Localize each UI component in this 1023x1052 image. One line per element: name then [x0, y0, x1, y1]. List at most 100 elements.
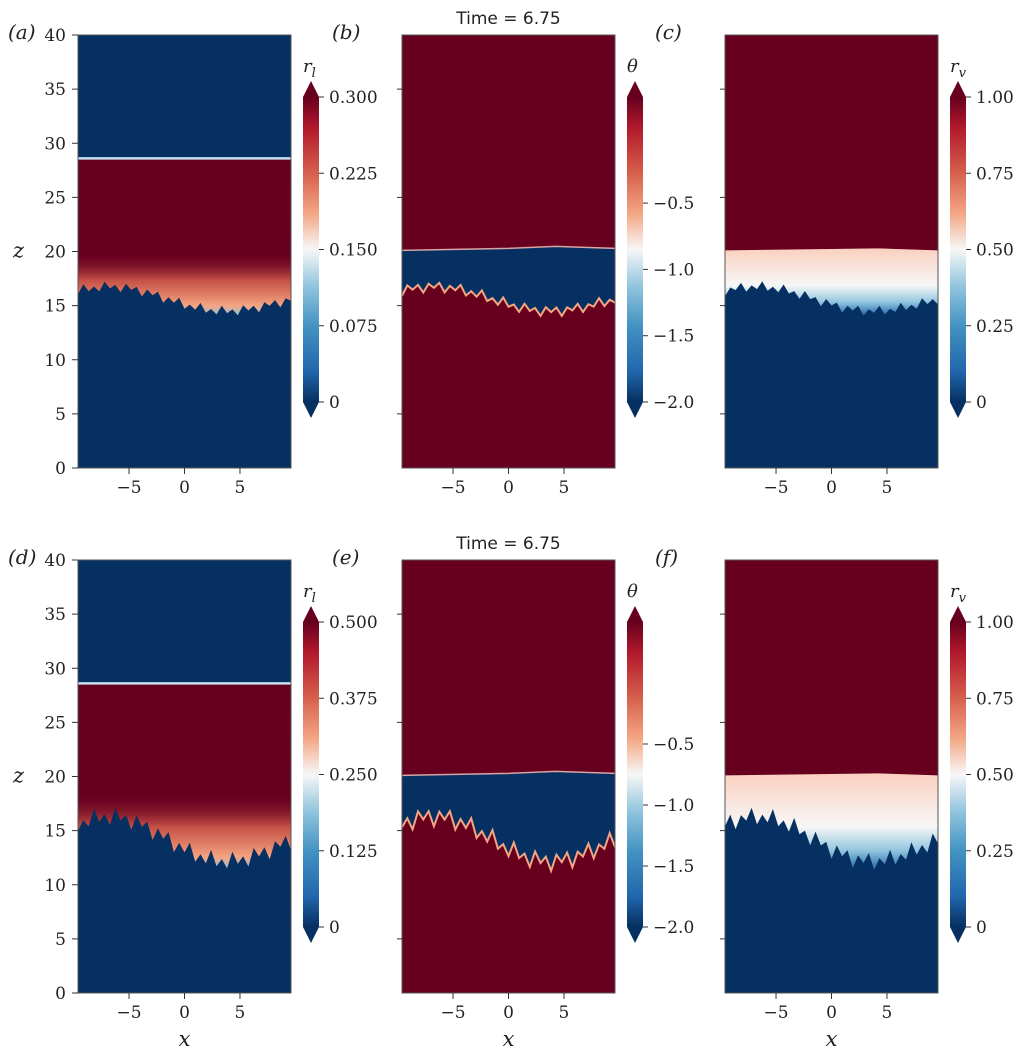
colorbar-extend-bottom: [303, 927, 319, 943]
mixing-layer: [78, 792, 291, 869]
x-tick-label: −5: [764, 1003, 789, 1023]
heatmap-field: [725, 560, 938, 993]
y-axis-label: z: [12, 239, 25, 263]
colorbar-extend-bottom: [950, 927, 966, 943]
colorbar-tick-label: 0.250: [329, 766, 378, 786]
colorbar-tick-label: 0.300: [329, 88, 378, 108]
y-tick-label: 15: [44, 822, 66, 842]
x-tick-label: 0: [826, 478, 837, 498]
colorbar-gradient: [303, 622, 319, 927]
colorbar-tick-label: 0.150: [329, 241, 378, 261]
panel-title: Time = 6.75: [455, 9, 561, 29]
x-tick-label: 5: [559, 1003, 570, 1023]
colorbar-tick-label: −2.0: [653, 393, 694, 413]
colorbar-tick-label: 0.50: [976, 241, 1014, 261]
colorbar: −2.0 −1.5 −1.0 −0.5 θ: [627, 581, 694, 943]
x-tick-label: −5: [117, 1003, 142, 1023]
colorbar-tick-label: 1.00: [976, 88, 1014, 108]
mixing-layer: [725, 773, 938, 870]
panel-label: (a): [8, 20, 36, 44]
colorbar: 0 0.25 0.50 0.75 1.00 rv: [950, 581, 1014, 943]
colorbar-tick-label: 1.00: [976, 613, 1014, 633]
colorbar-extend-bottom: [627, 927, 643, 943]
y-tick-label: 15: [44, 297, 66, 317]
panel-label: (c): [655, 20, 682, 44]
colorbar-label: rv: [950, 56, 967, 81]
panel-c: (c) −5 0 5 0 0.25 0.50 0.75 1.00 rv: [655, 20, 1014, 498]
colorbar-tick-label: 0: [329, 918, 340, 938]
panel-e: (e) Time = 6.75 −5 0 5 x −2.0 −1.5 −1.0 −0.5 θ: [332, 534, 694, 1051]
colorbar-tick-label: 0.500: [329, 613, 378, 633]
colorbar-tick-label: 0.375: [329, 689, 378, 709]
colorbar-tick-label: 0.75: [976, 689, 1014, 709]
colorbar-tick-label: −0.5: [653, 194, 694, 214]
colorbar-tick-label: 0.225: [329, 164, 378, 184]
heatmap-field: [402, 560, 615, 993]
colorbar-tick-label: 0.25: [976, 317, 1014, 337]
panel-f: (f) −5 0 5 x 0 0.25 0.50 0.75 1.00 rv: [655, 545, 1014, 1051]
colorbar-gradient: [950, 622, 966, 927]
heatmap-field: [725, 35, 938, 468]
y-tick-label: 25: [44, 188, 66, 208]
colorbar-tick-label: −2.0: [653, 918, 694, 938]
colorbar-extend-top: [627, 81, 643, 97]
y-tick-label: 25: [44, 713, 66, 733]
y-tick-label: 30: [44, 659, 66, 679]
x-tick-label: 5: [235, 478, 246, 498]
colorbar-gradient: [950, 97, 966, 402]
heatmap-field: [78, 35, 291, 468]
x-axis-label: x: [826, 1027, 838, 1051]
y-tick-label: 40: [44, 26, 66, 46]
colorbar-extend-bottom: [950, 402, 966, 418]
colorbar-tick-label: 0.50: [976, 766, 1014, 786]
colorbar-extend-bottom: [303, 402, 319, 418]
colorbar-extend-top: [303, 606, 319, 622]
y-tick-label: 35: [44, 605, 66, 625]
panel-title: Time = 6.75: [455, 534, 561, 554]
x-tick-label: −5: [441, 478, 466, 498]
colorbar-tick-label: 0.075: [329, 317, 378, 337]
y-tick-label: 5: [55, 930, 66, 950]
x-tick-label: 0: [503, 478, 514, 498]
colorbar-label: θ: [627, 56, 638, 77]
panel-label: (d): [8, 545, 36, 569]
heatmap-field: [78, 560, 291, 993]
top-edge: [402, 245, 615, 252]
y-tick-label: 20: [44, 768, 66, 788]
x-axis-label: x: [179, 1027, 191, 1051]
x-tick-label: 5: [235, 1003, 246, 1023]
x-tick-label: 0: [826, 1003, 837, 1023]
x-tick-label: 0: [179, 1003, 190, 1023]
mixing-layer: [725, 248, 938, 316]
colorbar-tick-label: −1.5: [653, 327, 694, 347]
y-tick-label: 30: [44, 134, 66, 154]
x-tick-label: 5: [559, 478, 570, 498]
colorbar-extend-top: [303, 81, 319, 97]
y-tick-label: 5: [55, 405, 66, 425]
x-tick-label: 5: [882, 478, 893, 498]
panel-b: (b) Time = 6.75 −5 0 5 −2.0 −1.5 −1.0 −0.5 θ: [332, 9, 694, 498]
colorbar-tick-label: 0: [329, 393, 340, 413]
colorbar-gradient: [627, 97, 643, 402]
colorbar-extend-top: [627, 606, 643, 622]
x-tick-label: −5: [441, 1003, 466, 1023]
y-tick-label: 35: [44, 80, 66, 100]
y-tick-label: 0: [55, 459, 66, 479]
colorbar-tick-label: 0: [976, 393, 987, 413]
colorbar-label: rv: [950, 581, 967, 606]
colorbar-tick-label: 0.75: [976, 164, 1014, 184]
colorbar-extend-bottom: [627, 402, 643, 418]
upper-region: [725, 560, 938, 776]
colorbar-tick-label: −0.5: [653, 735, 694, 755]
colorbar-tick-label: −1.0: [653, 260, 694, 280]
top-edge: [402, 770, 615, 777]
mixing-layer: [78, 251, 291, 316]
colorbar: 0 0.25 0.50 0.75 1.00 rv: [950, 56, 1014, 418]
cold-layer: [402, 771, 615, 871]
heatmap-field: [402, 35, 615, 468]
panel-label: (f): [655, 545, 678, 569]
front-edge: [402, 808, 615, 874]
x-tick-label: 0: [179, 478, 190, 498]
colorbar: 0 0.125 0.250 0.375 0.500 rl: [303, 581, 378, 943]
colorbar-label: rl: [303, 581, 316, 606]
